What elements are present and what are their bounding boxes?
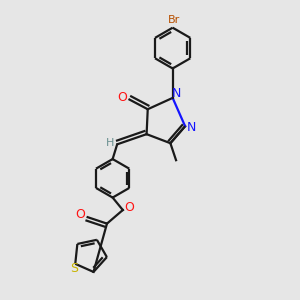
Text: S: S	[70, 262, 78, 275]
Text: O: O	[117, 92, 127, 104]
Text: N: N	[187, 121, 196, 134]
Text: O: O	[124, 201, 134, 214]
Text: N: N	[172, 87, 182, 100]
Text: H: H	[106, 138, 114, 148]
Text: Br: Br	[168, 15, 180, 26]
Text: O: O	[75, 208, 85, 221]
